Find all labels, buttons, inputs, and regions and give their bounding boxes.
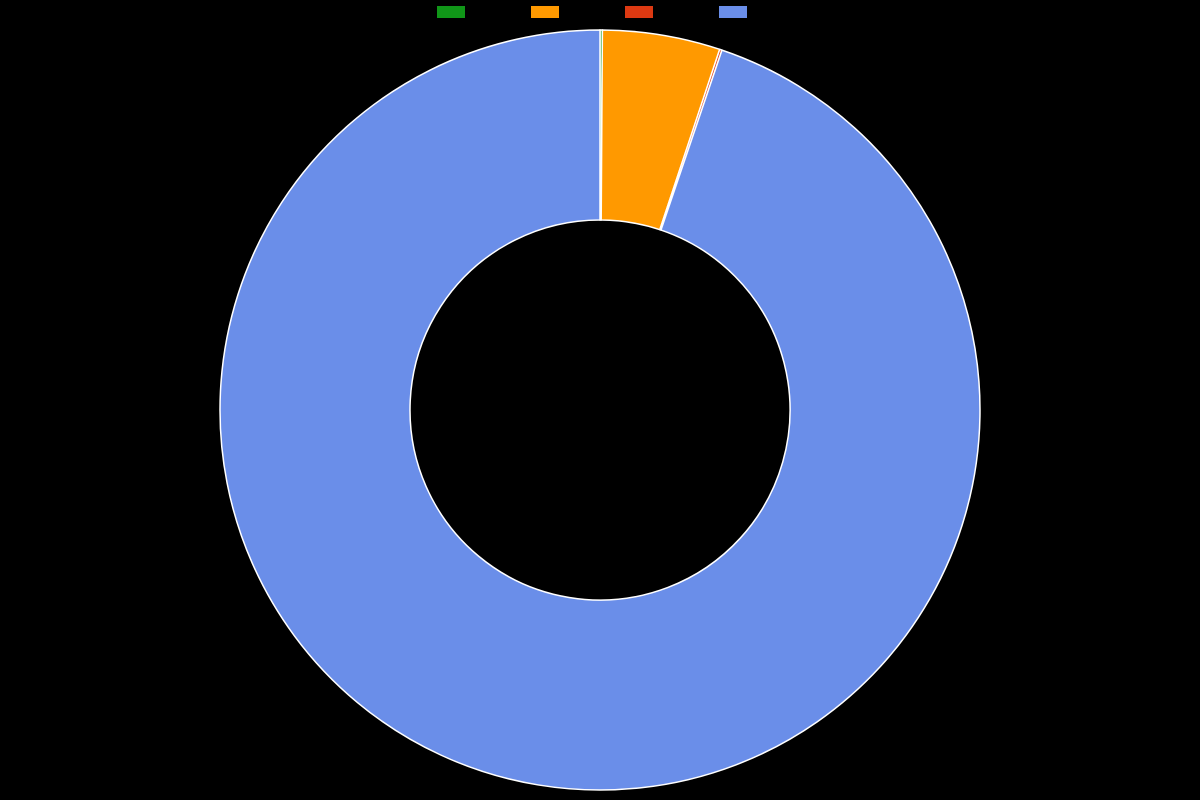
legend-item-0[interactable] bbox=[437, 6, 481, 18]
donut-chart bbox=[0, 20, 1200, 800]
legend-swatch-0 bbox=[437, 6, 465, 18]
donut-chart-holder bbox=[0, 20, 1200, 800]
chart-canvas bbox=[0, 0, 1200, 800]
legend-item-2[interactable] bbox=[625, 6, 669, 18]
legend-swatch-2 bbox=[625, 6, 653, 18]
chart-legend bbox=[0, 6, 1200, 18]
legend-swatch-1 bbox=[531, 6, 559, 18]
legend-item-3[interactable] bbox=[719, 6, 763, 18]
legend-swatch-3 bbox=[719, 6, 747, 18]
legend-item-1[interactable] bbox=[531, 6, 575, 18]
donut-slice-3[interactable] bbox=[220, 30, 980, 790]
